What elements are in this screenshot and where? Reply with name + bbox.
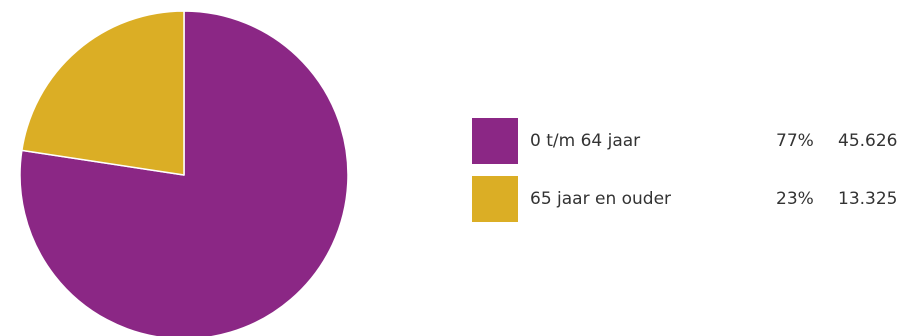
legend-percent: 23%	[776, 189, 814, 209]
legend-swatch	[472, 176, 518, 222]
pie-chart-plot	[19, 10, 349, 336]
pie-slice-2	[21, 10, 185, 176]
legend-label: 0 t/m 64 jaar	[530, 131, 641, 151]
legend-swatch	[472, 118, 518, 164]
legend-label: 65 jaar en ouder	[530, 189, 672, 209]
legend-count: 13.325	[838, 189, 898, 209]
legend: 0 t/m 64 jaar 77% 45.626 65 jaar en oude…	[472, 118, 922, 234]
legend-count: 45.626	[838, 131, 898, 151]
legend-item: 65 jaar en ouder 23% 13.325	[472, 176, 922, 222]
legend-percent: 77%	[776, 131, 814, 151]
legend-item: 0 t/m 64 jaar 77% 45.626	[472, 118, 922, 164]
